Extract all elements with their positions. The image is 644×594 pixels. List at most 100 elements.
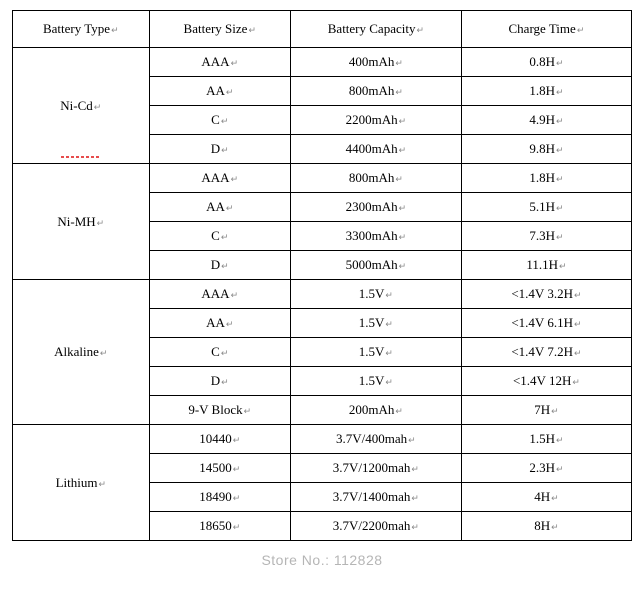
battery-capacity-cell: 800mAh↵ xyxy=(290,77,461,106)
battery-size-cell: C↵ xyxy=(149,222,290,251)
battery-size-cell: AAA↵ xyxy=(149,280,290,309)
header-row: Battery Type↵ Battery Size ↵ Battery Capa… xyxy=(13,11,632,48)
charge-time-cell-text: 4H xyxy=(534,489,550,504)
marker: ↵ xyxy=(399,116,407,126)
marker: ↵ xyxy=(111,25,119,35)
battery-size-cell-text: 18490 xyxy=(199,489,232,504)
col-header-type: Battery Type↵ xyxy=(13,11,150,48)
marker: ↵ xyxy=(395,87,403,97)
battery-size-cell: D↵ xyxy=(149,135,290,164)
marker: ↵ xyxy=(395,406,403,416)
marker: ↵ xyxy=(574,319,582,329)
battery-size-cell: AAA↵ xyxy=(149,48,290,77)
marker: ↵ xyxy=(572,377,580,387)
marker: ↵ xyxy=(385,377,393,387)
marker: ↵ xyxy=(221,232,229,242)
marker: ↵ xyxy=(97,218,105,228)
marker: ↵ xyxy=(399,261,407,271)
marker: ↵ xyxy=(408,435,416,445)
battery-capacity-cell-text: 3300mAh xyxy=(346,228,398,243)
battery-capacity-cell-text: 3.7V/2200mah xyxy=(333,518,411,533)
battery-type-cell: Ni-MH↵ xyxy=(13,164,150,280)
marker: ↵ xyxy=(399,203,407,213)
table-row: Ni-MH↵AAA↵800mAh↵1.8H↵ xyxy=(13,164,632,193)
col-header-size-text: Battery Size xyxy=(184,21,248,36)
marker: ↵ xyxy=(556,464,564,474)
battery-capacity-cell: 3.7V/2200mah↵ xyxy=(290,512,461,541)
charge-time-cell-text: 5.1H xyxy=(529,199,555,214)
marker: ↵ xyxy=(385,319,393,329)
battery-capacity-cell-text: 800mAh xyxy=(349,170,395,185)
battery-size-cell-text: C xyxy=(211,344,220,359)
marker: ↵ xyxy=(233,435,241,445)
marker: ↵ xyxy=(399,232,407,242)
battery-capacity-cell: 3300mAh↵ xyxy=(290,222,461,251)
battery-capacity-cell: 1.5V↵ xyxy=(290,367,461,396)
marker: ↵ xyxy=(416,25,424,35)
marker: ↵ xyxy=(411,464,419,474)
battery-size-cell: C↵ xyxy=(149,106,290,135)
table-row: Alkaline↵AAA↵1.5V↵<1.4V 3.2H↵ xyxy=(13,280,632,309)
battery-capacity-cell: 4400mAh↵ xyxy=(290,135,461,164)
battery-table: Battery Type↵ Battery Size ↵ Battery Capa… xyxy=(12,10,632,541)
battery-capacity-cell-text: 800mAh xyxy=(349,83,395,98)
battery-type-cell: Lithium↵ xyxy=(13,425,150,541)
battery-size-cell-text: 10440 xyxy=(199,431,232,446)
battery-type-text: Alkaline xyxy=(54,344,99,359)
charge-time-cell: 2.3H↵ xyxy=(461,454,631,483)
marker: ↵ xyxy=(551,406,559,416)
battery-type-text: Lithium xyxy=(56,475,98,490)
battery-capacity-cell: 5000mAh↵ xyxy=(290,251,461,280)
battery-size-cell-text: AA xyxy=(206,83,225,98)
battery-capacity-cell-text: 400mAh xyxy=(349,54,395,69)
battery-capacity-cell-text: 1.5V xyxy=(359,286,385,301)
marker: ↵ xyxy=(556,232,564,242)
marker: ↵ xyxy=(221,261,229,271)
col-header-capacity-text: Battery Capacity xyxy=(328,21,416,36)
charge-time-cell: 1.8H↵ xyxy=(461,77,631,106)
charge-time-cell-text: <1.4V 7.2H xyxy=(511,344,573,359)
charge-time-cell-text: 0.8H xyxy=(529,54,555,69)
charge-time-cell-text: 4.9H xyxy=(529,112,555,127)
battery-size-cell: 18650↵ xyxy=(149,512,290,541)
battery-capacity-cell: 400mAh↵ xyxy=(290,48,461,77)
battery-size-cell: AAA↵ xyxy=(149,164,290,193)
col-header-time-text: Charge Time xyxy=(509,21,576,36)
marker: ↵ xyxy=(556,435,564,445)
charge-time-cell-text: 1.5H xyxy=(529,431,555,446)
charge-time-cell: 9.8H↵ xyxy=(461,135,631,164)
watermark: Store No.: 112828 xyxy=(261,552,382,568)
marker: ↵ xyxy=(559,261,567,271)
battery-type-cell: Ni-Cd↵ xyxy=(13,48,150,164)
marker: ↵ xyxy=(221,145,229,155)
battery-capacity-cell: 200mAh↵ xyxy=(290,396,461,425)
marker: ↵ xyxy=(411,522,419,532)
battery-capacity-cell-text: 5000mAh xyxy=(346,257,398,272)
battery-size-cell-text: 18650 xyxy=(199,518,232,533)
marker: ↵ xyxy=(556,87,564,97)
battery-size-cell-text: C xyxy=(211,228,220,243)
marker: ↵ xyxy=(551,522,559,532)
marker: ↵ xyxy=(551,493,559,503)
marker: ↵ xyxy=(226,319,234,329)
table-row: Lithium↵10440↵3.7V/400mah↵1.5H↵ xyxy=(13,425,632,454)
charge-time-cell: 11.1H↵ xyxy=(461,251,631,280)
charge-time-cell-text: <1.4V 6.1H xyxy=(511,315,573,330)
marker: ↵ xyxy=(385,348,393,358)
battery-capacity-cell: 3.7V/1200mah↵ xyxy=(290,454,461,483)
marker: ↵ xyxy=(574,290,582,300)
marker: ↵ xyxy=(94,102,102,112)
marker: ↵ xyxy=(411,493,419,503)
battery-size-cell-text: C xyxy=(211,112,220,127)
charge-time-cell-text: <1.4V 3.2H xyxy=(511,286,573,301)
charge-time-cell: <1.4V 7.2H↵ xyxy=(461,338,631,367)
battery-size-cell: D↵ xyxy=(149,251,290,280)
table-row: Ni-Cd↵AAA↵400mAh↵0.8H↵ xyxy=(13,48,632,77)
battery-capacity-cell-text: 3.7V/400mah xyxy=(336,431,407,446)
battery-capacity-cell: 1.5V↵ xyxy=(290,309,461,338)
charge-time-cell-text: 1.8H xyxy=(529,83,555,98)
marker: ↵ xyxy=(556,203,564,213)
marker: ↵ xyxy=(395,58,403,68)
charge-time-cell: <1.4V 3.2H↵ xyxy=(461,280,631,309)
col-header-time: Charge Time↵ xyxy=(461,11,631,48)
